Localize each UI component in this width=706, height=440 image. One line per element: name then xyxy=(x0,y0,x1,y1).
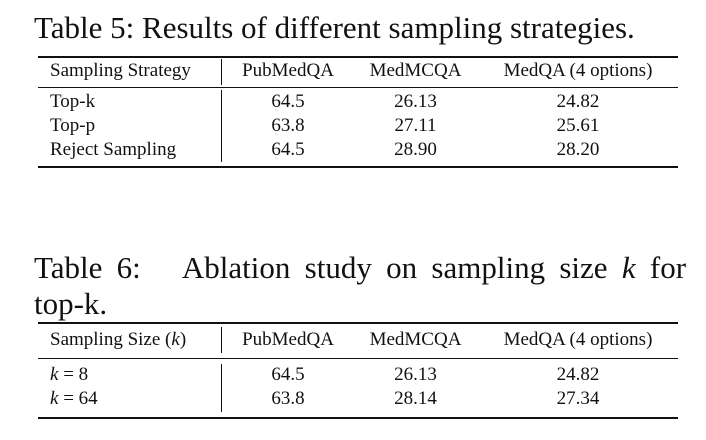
table6-row1-medmcqa: 26.13 xyxy=(394,364,437,385)
table5-row2-medmcqa: 27.11 xyxy=(394,115,437,136)
table6-body-separator xyxy=(221,364,222,412)
table6-row2-medmcqa: 28.14 xyxy=(394,388,437,409)
table5-body-separator xyxy=(221,90,222,162)
table6-row1-medqa: 24.82 xyxy=(556,364,600,385)
table5-header-separator xyxy=(221,59,222,85)
table5-caption: Table 5: Results of different sampling s… xyxy=(34,10,635,45)
table6-bottom-rule xyxy=(38,417,678,419)
table5-header-strategy: Sampling Strategy xyxy=(50,60,191,81)
table6-caption-line1: Table 6: Ablation study on sampling size… xyxy=(34,250,686,286)
table5-header-medqa: MedQA (4 options) xyxy=(503,60,653,81)
table5-row3-medmcqa: 28.90 xyxy=(394,139,437,160)
table6-header-size-var: k xyxy=(171,329,180,350)
table5: Sampling Strategy PubMedQA MedMCQA MedQA… xyxy=(38,56,678,171)
table6-caption-prefix: Table 6: xyxy=(34,250,141,285)
table6-caption-text: Ablation study on sampling size xyxy=(181,250,608,285)
table6-header-separator xyxy=(221,327,222,353)
table6-caption: Table 6: Ablation study on sampling size… xyxy=(34,250,686,322)
table5-header-pubmedqa: PubMedQA xyxy=(242,60,334,81)
table6-header-rule xyxy=(38,358,678,359)
table5-row3-medqa: 28.20 xyxy=(556,139,600,160)
table5-row1-medmcqa: 26.13 xyxy=(394,91,437,112)
table6-top-rule xyxy=(38,322,678,324)
table5-row1-label: Top-k xyxy=(50,91,96,112)
table6-caption-line2: top-k. xyxy=(34,286,108,321)
table5-row3-pubmedqa: 64.5 xyxy=(271,139,305,160)
table5-row3-label: Reject Sampling xyxy=(50,139,177,160)
table6-row1-var: k xyxy=(50,364,59,385)
table6-header-size: Sampling Size (k) xyxy=(50,329,186,351)
table6-row1-pubmedqa: 64.5 xyxy=(271,364,305,385)
table6-header-medmcqa: MedMCQA xyxy=(369,329,462,350)
table6-row2-var: k xyxy=(50,388,59,409)
table6: Sampling Size (k) PubMedQA MedMCQA MedQA… xyxy=(38,322,678,427)
table5-top-rule xyxy=(38,56,678,58)
table6-header-size-text: Sampling Size ( xyxy=(50,329,172,350)
table6-row2-medqa: 27.34 xyxy=(556,388,600,409)
table6-row2-value: = 64 xyxy=(63,388,98,409)
table6-row2-label: k = 64 xyxy=(50,388,98,410)
table5-row2-pubmedqa: 63.8 xyxy=(271,115,305,136)
table5-header-medmcqa: MedMCQA xyxy=(369,60,462,81)
table5-bottom-rule xyxy=(38,166,678,168)
table5-row1-pubmedqa: 64.5 xyxy=(271,91,305,112)
table6-header-pubmedqa: PubMedQA xyxy=(242,329,334,350)
table6-row1-label: k = 8 xyxy=(50,364,88,386)
table5-header-rule xyxy=(38,87,678,88)
table6-row2-pubmedqa: 63.8 xyxy=(271,388,305,409)
table5-row2-label: Top-p xyxy=(50,115,96,136)
table6-caption-suffix: for xyxy=(649,250,687,285)
table6-header-size-close: ) xyxy=(179,329,187,350)
table6-header-medqa: MedQA (4 options) xyxy=(503,329,653,350)
table5-row1-medqa: 24.82 xyxy=(556,91,600,112)
table6-row1-value: = 8 xyxy=(63,364,89,385)
table6-caption-var: k xyxy=(621,250,636,285)
table5-row2-medqa: 25.61 xyxy=(556,115,600,136)
